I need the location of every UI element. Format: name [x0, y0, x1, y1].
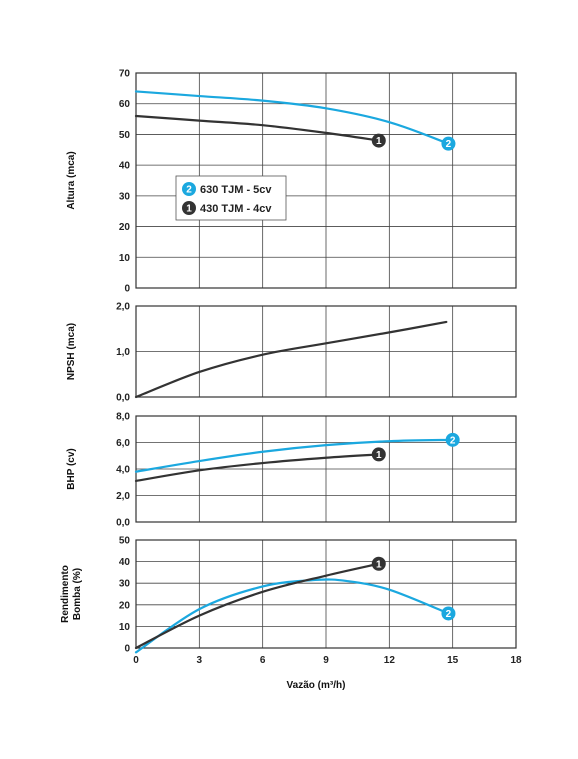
x-tick-6: 18: [510, 655, 522, 666]
panel-rendimento-series-1-line: [134, 562, 380, 650]
panel-altura-ytick-0: 0: [124, 284, 130, 295]
panel-rendimento-series-2-marker-label: 2: [446, 609, 452, 620]
panel-altura-ytick-1: 10: [119, 253, 131, 264]
panel-altura-series-2-marker-circle: [441, 136, 456, 151]
panel-rendimento-series-1-marker-circle: [371, 556, 386, 571]
legend-entry-2-marker: 2: [182, 182, 196, 196]
panel-altura-ytick-2: 20: [119, 222, 131, 233]
panel-bhp: 0,0 2,0 4,0 6,0 8,0 BHP (cv) 2 1: [66, 412, 517, 529]
legend-entry-2-label: 630 TJM - 5cv: [200, 184, 272, 196]
panel-rendimento-series-2-marker: 2: [441, 606, 456, 621]
panel-bhp-ytick-0: 0,0: [116, 518, 130, 529]
panel-rendimento-ytick-4: 40: [119, 557, 131, 568]
panel-rendimento-series-2-marker-circle: [441, 606, 456, 621]
panel-bhp-frame: [135, 415, 517, 523]
panel-altura: 0 10 20 30 40 50 60 70 Altura (mca) 2 1: [66, 69, 517, 295]
x-tick-3: 9: [323, 655, 329, 666]
panel-npsh-ytick-1: 1,0: [116, 347, 130, 358]
panel-bhp-ylabel: BHP (cv): [66, 448, 77, 490]
legend-entry-1-marker-label: 1: [186, 204, 192, 215]
panel-bhp-series-1-marker-circle: [371, 447, 386, 462]
panel-bhp-ytick-1: 2,0: [116, 491, 130, 502]
panel-rendimento-ylabel-line-0: Rendimento: [60, 565, 71, 623]
legend: 2 630 TJM - 5cv 1 430 TJM - 4cv: [175, 175, 287, 221]
x-tick-4: 12: [384, 655, 396, 666]
panel-rendimento-ytick-0: 0: [124, 644, 130, 655]
panel-bhp-series-2-marker-circle: [445, 432, 460, 447]
panel-bhp-series-1-marker: 1: [371, 447, 386, 462]
panel-altura-frame: [135, 72, 517, 289]
panel-altura-ytick-3: 30: [119, 191, 131, 202]
panel-rendimento-series-1-marker: 1: [371, 556, 386, 571]
panel-bhp-ytick-3: 6,0: [116, 438, 130, 449]
panel-npsh-ylabel-line-0: NPSH (mca): [66, 323, 77, 380]
panel-rendimento-ytick-1: 10: [119, 622, 131, 633]
panel-altura-ylabel: Altura (mca): [66, 151, 77, 209]
panel-bhp-series-1-marker-label: 1: [376, 450, 382, 461]
panel-rendimento-ytick-2: 20: [119, 600, 131, 611]
panel-npsh: 0,0 1,0 2,0 NPSH (mca): [66, 302, 517, 404]
panel-rendimento-frame: [135, 539, 517, 649]
panel-bhp-series-1-line: [134, 453, 380, 483]
panel-altura-series-2-line: [134, 90, 450, 145]
panel-rendimento-ytick-5: 50: [119, 536, 131, 547]
legend-entry-1-label: 430 TJM - 4cv: [200, 203, 272, 215]
legend-entry-1-marker: 1: [182, 201, 196, 215]
panel-altura-ytick-4: 40: [119, 161, 131, 172]
legend-box: [175, 175, 287, 221]
panel-bhp-ylabel-line-0: BHP (cv): [66, 448, 77, 490]
panel-rendimento-ylabel-line-1: Bomba (%): [72, 568, 83, 620]
panel-altura-series-1-line: [134, 114, 380, 142]
panel-rendimento-series-2-line: [134, 578, 450, 654]
panel-altura-series-2-marker-label: 2: [446, 139, 452, 150]
x-tick-1: 3: [197, 655, 203, 666]
panel-npsh-ylabel: NPSH (mca): [66, 323, 77, 380]
panel-bhp-series-2-marker: 2: [445, 432, 460, 447]
panel-bhp-series-2-line: [134, 438, 454, 473]
panel-bhp-ytick-2: 4,0: [116, 465, 130, 476]
panel-rendimento-ytick-3: 30: [119, 579, 131, 590]
panel-npsh-series-0-line: [134, 320, 448, 399]
panel-altura-series-2-marker: 2: [441, 136, 456, 151]
panel-rendimento-ylabel: RendimentoBomba (%): [60, 565, 83, 623]
panel-altura-ytick-7: 70: [119, 69, 131, 80]
x-tick-0: 0: [133, 655, 139, 666]
x-tick-2: 6: [260, 655, 266, 666]
panel-npsh-frame: [135, 305, 517, 398]
panel-altura-series-1-marker: 1: [371, 133, 386, 148]
panel-altura-ytick-5: 50: [119, 130, 131, 141]
x-axis-label: Vazão (m³/h): [287, 680, 346, 691]
panel-altura-ylabel-line-0: Altura (mca): [66, 151, 77, 209]
panel-bhp-series-2-marker-label: 2: [450, 435, 456, 446]
panel-npsh-ytick-0: 0,0: [116, 393, 130, 404]
legend-entry-2-marker-circle: [182, 182, 196, 196]
x-axis-ticks: 0 3 6 9 12 15 18: [133, 655, 522, 666]
panel-rendimento: 0 10 20 30 40 50 RendimentoBomba (%) 2 1: [60, 536, 517, 655]
panel-altura-series-1-marker-label: 1: [376, 136, 382, 147]
x-tick-5: 15: [447, 655, 459, 666]
panel-rendimento-series-1-marker-label: 1: [376, 559, 382, 570]
panel-npsh-ytick-2: 2,0: [116, 302, 130, 313]
legend-entry-1-marker-circle: [182, 201, 196, 215]
panel-bhp-ytick-4: 8,0: [116, 412, 130, 423]
panel-altura-ytick-6: 60: [119, 99, 131, 110]
panel-altura-series-1-marker-circle: [371, 133, 386, 148]
legend-entry-2-marker-label: 2: [186, 185, 192, 196]
